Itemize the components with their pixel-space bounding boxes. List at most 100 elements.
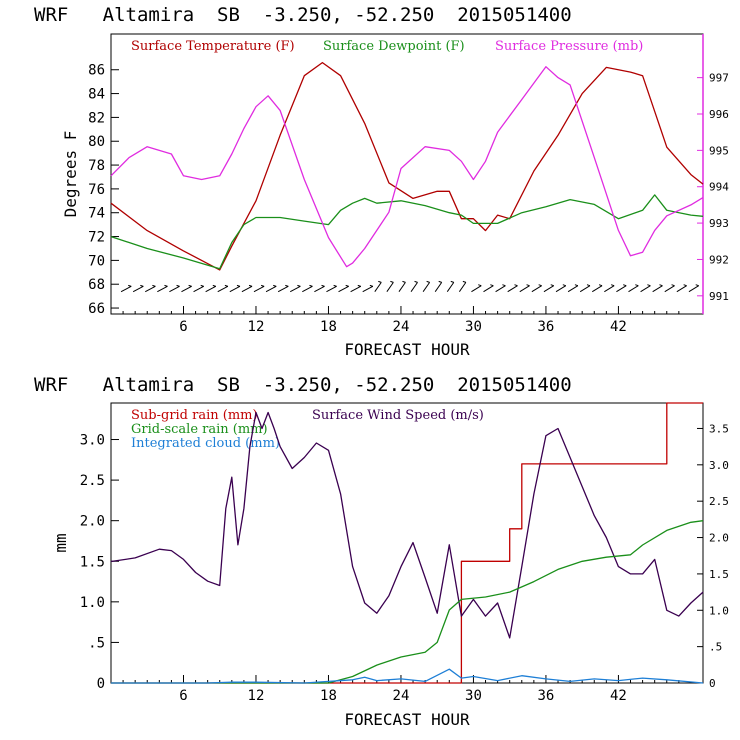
chart1-x-ticks: 6 12 18 24 30 36 42 xyxy=(122,306,680,335)
wind-barb xyxy=(579,285,591,293)
wind-barb-flag xyxy=(671,284,675,287)
y2-tick-label: 993 xyxy=(709,217,729,230)
chart2-ylabel: mm xyxy=(51,533,70,552)
y-tick-label: 1.0 xyxy=(80,595,105,611)
wind-barb xyxy=(169,285,180,293)
wind-barb-flag xyxy=(260,284,265,287)
wind-barb-flag xyxy=(357,284,361,287)
wind-barb xyxy=(241,285,253,293)
wind-barb-flag xyxy=(502,284,506,287)
wind-barb xyxy=(326,285,337,293)
wind-barb-flag xyxy=(659,284,663,287)
wind-barb-flag xyxy=(514,284,518,287)
wind-barb xyxy=(193,285,204,293)
wind-barb xyxy=(604,285,615,293)
wind-barb-flag xyxy=(188,284,192,287)
chart2-title: WRF Altamira SB -3.250, -52.250 20150514… xyxy=(34,374,572,396)
y-tick-label: 68 xyxy=(88,277,105,293)
wind-barb xyxy=(640,285,651,293)
wind-barb-flag xyxy=(152,284,156,287)
chart2-y-ticks: 0 .5 1.0 1.5 2.0 2.5 3.0 xyxy=(80,433,119,692)
y-tick-label: 76 xyxy=(88,182,105,198)
y2-tick-label: 0 xyxy=(709,677,716,690)
wind-barb xyxy=(362,285,374,293)
y2-tick-label: 2.5 xyxy=(709,495,729,508)
wind-barb-flag xyxy=(333,284,337,287)
wind-barb xyxy=(350,285,362,293)
wind-barb xyxy=(495,285,506,293)
wind-barb xyxy=(181,285,192,293)
wind-barb xyxy=(519,285,530,293)
chart1-plot-frame xyxy=(110,33,704,315)
wind-barb-flag xyxy=(635,284,639,287)
wind-barb-flag xyxy=(140,284,144,287)
x-tick-label: 18 xyxy=(320,319,337,335)
chart2-series xyxy=(110,402,704,684)
wind-barb xyxy=(458,282,467,292)
chart-precipitation: WRF Altamira SB -3.250, -52.250 20150514… xyxy=(34,374,729,729)
wind-barb-flag xyxy=(490,284,494,287)
y-tick-label: 82 xyxy=(88,110,105,126)
wind-barb xyxy=(277,285,289,293)
wind-barb-flag xyxy=(574,284,579,287)
chart2-legend-wind-speed: Surface Wind Speed (m/s) xyxy=(312,408,484,423)
series-line-surface-temperature-f xyxy=(110,61,704,271)
wind-barb-flag xyxy=(309,284,313,287)
wind-barb-flag xyxy=(345,284,349,287)
chart1-legend-pressure: Surface Pressure (mb) xyxy=(495,39,643,54)
wind-barb xyxy=(120,285,132,293)
y2-tick-label: 995 xyxy=(709,144,729,157)
wind-barb-flag xyxy=(321,284,325,287)
series-line-surface-dewpoint-f xyxy=(110,194,704,270)
chart-temperature: WRF Altamira SB -3.250, -52.250 20150514… xyxy=(34,4,729,359)
wind-barb-flag xyxy=(683,284,687,287)
y2-tick-label: 996 xyxy=(709,108,729,121)
wind-barb-flag xyxy=(598,284,603,287)
wind-barb-flag xyxy=(647,284,651,287)
wind-barb xyxy=(422,282,431,292)
wind-barb xyxy=(664,285,675,293)
x-tick-label: 18 xyxy=(320,688,337,704)
x-tick-label: 42 xyxy=(610,319,627,335)
y-tick-label: 70 xyxy=(88,253,105,269)
wind-barb-flag xyxy=(390,280,394,283)
chart1-legend-temp: Surface Temperature (F) xyxy=(131,39,295,54)
wind-barb xyxy=(253,285,265,293)
series-line-surface-pressure-mb xyxy=(110,66,704,268)
series-line-grid-scale-rain-mm xyxy=(111,520,704,684)
x-tick-label: 30 xyxy=(465,319,482,335)
y2-tick-label: 994 xyxy=(709,181,729,194)
y2-tick-label: 991 xyxy=(709,290,729,303)
wind-barb xyxy=(507,285,518,293)
wind-barb xyxy=(434,282,443,292)
wind-barb-flag xyxy=(297,284,301,287)
wind-barb xyxy=(265,285,277,293)
y-tick-label: 0 xyxy=(97,676,105,692)
y-tick-label: 80 xyxy=(88,134,105,150)
y-tick-label: 86 xyxy=(88,63,105,79)
wind-barb-flag xyxy=(164,284,168,287)
wind-barb-flag xyxy=(550,284,554,287)
wind-barb xyxy=(229,285,241,293)
chart1-xlabel: FORECAST HOUR xyxy=(344,340,470,359)
wind-barb xyxy=(471,285,482,293)
wind-barb xyxy=(567,285,579,293)
chart1-ylabel: Degrees F xyxy=(61,131,80,218)
y2-tick-label: 2.0 xyxy=(709,532,729,545)
y-tick-label: 84 xyxy=(88,87,105,103)
chart2-legend-subgrid-rain: Sub-grid rain (mm) xyxy=(131,408,258,423)
wind-barb xyxy=(289,285,301,293)
wind-barb-flag xyxy=(285,284,289,287)
wind-barb xyxy=(676,285,687,293)
wind-barb xyxy=(555,285,567,293)
wind-barb xyxy=(338,285,349,293)
wind-barb xyxy=(688,285,699,293)
wind-barb-flag xyxy=(526,284,530,287)
chart1-y2-ticks: 991 992 993 994 995 996 997 xyxy=(697,72,729,303)
wind-barb-flag xyxy=(562,284,566,287)
wind-barb-flag xyxy=(128,284,132,287)
series-line-surface-wind-speed-m-s xyxy=(110,411,704,639)
y-tick-label: 72 xyxy=(88,230,105,246)
chart2-legend-cloud: Integrated cloud (mm) xyxy=(131,436,280,451)
